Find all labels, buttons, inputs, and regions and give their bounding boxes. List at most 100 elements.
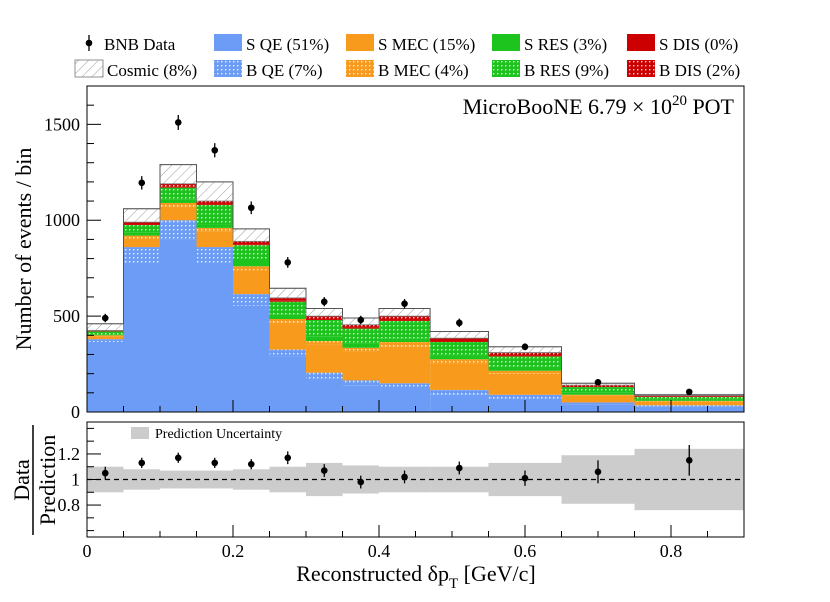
stack-outline xyxy=(86,164,745,412)
bar-4-11 xyxy=(561,392,635,395)
data-point-10 xyxy=(521,343,529,351)
data-point-4 xyxy=(247,204,255,212)
bar-6-3 xyxy=(196,203,233,205)
bar-8-0 xyxy=(86,323,124,331)
bar-1-11 xyxy=(561,402,635,405)
legend-label-3: S RES (3%) xyxy=(524,35,607,54)
ratio-xtick-label-4: 0.8 xyxy=(660,541,683,561)
data-point-8 xyxy=(401,300,408,307)
ratio-xtick-label-0: 0 xyxy=(83,541,92,561)
bar-0-0 xyxy=(87,342,124,412)
bar-3-10 xyxy=(488,370,562,374)
data-point-3 xyxy=(211,146,219,154)
ratio-point-11 xyxy=(594,468,602,476)
legend-swatch-5 xyxy=(74,59,104,78)
bar-8-9 xyxy=(429,331,489,339)
ratio-point-12 xyxy=(685,457,693,464)
bar-4-10 xyxy=(488,366,562,371)
legend-item-1: S QE (51%) xyxy=(214,34,329,54)
bar-8-6 xyxy=(305,308,343,317)
ratio-legend-swatch xyxy=(131,427,149,439)
ratio-ytick-label-2: 1.2 xyxy=(58,444,81,464)
bar-1-0 xyxy=(87,339,124,343)
series-4 xyxy=(87,199,744,401)
ratio-point-10 xyxy=(521,474,529,482)
bar-6-5 xyxy=(269,300,306,302)
xlabel-prefix: Reconstructed xyxy=(296,561,427,586)
legend-item-5: Cosmic (8%) xyxy=(74,59,197,80)
ratio-point-6 xyxy=(320,467,328,474)
bar-5-7 xyxy=(342,328,379,344)
legend-swatch-6 xyxy=(214,60,242,77)
legend-label-7: B MEC (4%) xyxy=(378,61,469,80)
bar-2-0 xyxy=(87,336,124,340)
bar-7-9 xyxy=(430,338,489,342)
series-5 xyxy=(87,187,744,400)
ratio-points xyxy=(101,445,693,489)
bar-3-8 xyxy=(379,342,431,347)
bar-8-3 xyxy=(196,181,234,202)
bar-3-3 xyxy=(196,227,233,232)
bar-5-5 xyxy=(269,301,306,315)
legend-label-4: S DIS (0%) xyxy=(659,35,738,54)
bar-7-6 xyxy=(306,316,343,319)
bar-3-7 xyxy=(342,347,379,352)
bar-0-1 xyxy=(123,262,160,412)
ratio-point-3 xyxy=(211,459,219,467)
xlabel: Reconstructed δpT [GeV/c] xyxy=(296,561,535,592)
bar-6-7 xyxy=(342,327,379,329)
legend-item-3: S RES (3%) xyxy=(492,34,607,54)
legend-swatch-9 xyxy=(627,60,655,77)
bar-2-12 xyxy=(634,401,744,406)
bar-2-3 xyxy=(196,231,233,248)
legend-item-8: B RES (9%) xyxy=(492,60,609,80)
bar-2-8 xyxy=(379,346,431,384)
bar-7-5 xyxy=(269,297,306,301)
bar-7-7 xyxy=(342,324,379,328)
main-ytick-label-2: 1000 xyxy=(44,210,80,230)
bar-6-1 xyxy=(123,224,160,226)
ratio-point-9 xyxy=(456,464,463,472)
ratio-point-0 xyxy=(101,469,109,477)
data-point-12 xyxy=(685,388,693,396)
xlabel-delta: δp xyxy=(428,561,449,586)
bar-1-5 xyxy=(269,349,306,357)
bar-3-1 xyxy=(123,235,160,239)
legend-label-2: S MEC (15%) xyxy=(378,35,475,54)
series-7 xyxy=(87,183,744,397)
ratio-point-5 xyxy=(284,454,292,462)
ratio-ylabel-top: Data xyxy=(9,459,34,501)
bar-7-12 xyxy=(634,395,744,397)
bar-0-6 xyxy=(306,378,343,412)
bar-0-12 xyxy=(634,406,744,412)
bar-5-12 xyxy=(634,397,744,400)
bar-1-10 xyxy=(488,394,562,399)
bar-0-3 xyxy=(196,262,233,412)
bar-5-2 xyxy=(160,187,197,200)
legend-swatch-4 xyxy=(627,34,655,51)
bar-7-2 xyxy=(160,183,197,187)
bar-5-9 xyxy=(430,342,489,356)
legend-swatch-7 xyxy=(346,60,374,77)
bar-3-6 xyxy=(306,341,343,345)
bar-0-8 xyxy=(379,388,431,412)
legend-item-9: B DIS (2%) xyxy=(627,60,740,80)
bar-1-8 xyxy=(379,383,431,389)
bar-5-0 xyxy=(87,331,124,335)
bar-4-2 xyxy=(160,199,197,203)
bar-8-4 xyxy=(232,228,270,242)
bar-4-1 xyxy=(123,232,160,236)
bar-1-12 xyxy=(634,405,744,407)
bar-6-9 xyxy=(430,341,489,343)
bar-6-4 xyxy=(233,244,270,246)
bar-7-10 xyxy=(488,352,562,356)
data-point-7 xyxy=(357,316,365,324)
annotation: MicroBooNE 6.79 × 1020 POT xyxy=(463,93,735,119)
ratio-xtick-label-3: 0.6 xyxy=(514,541,537,561)
legend-data-marker xyxy=(85,39,93,47)
bar-5-6 xyxy=(306,319,343,337)
bar-6-8 xyxy=(379,319,431,321)
bar-7-8 xyxy=(379,316,431,320)
bar-3-11 xyxy=(561,394,635,396)
